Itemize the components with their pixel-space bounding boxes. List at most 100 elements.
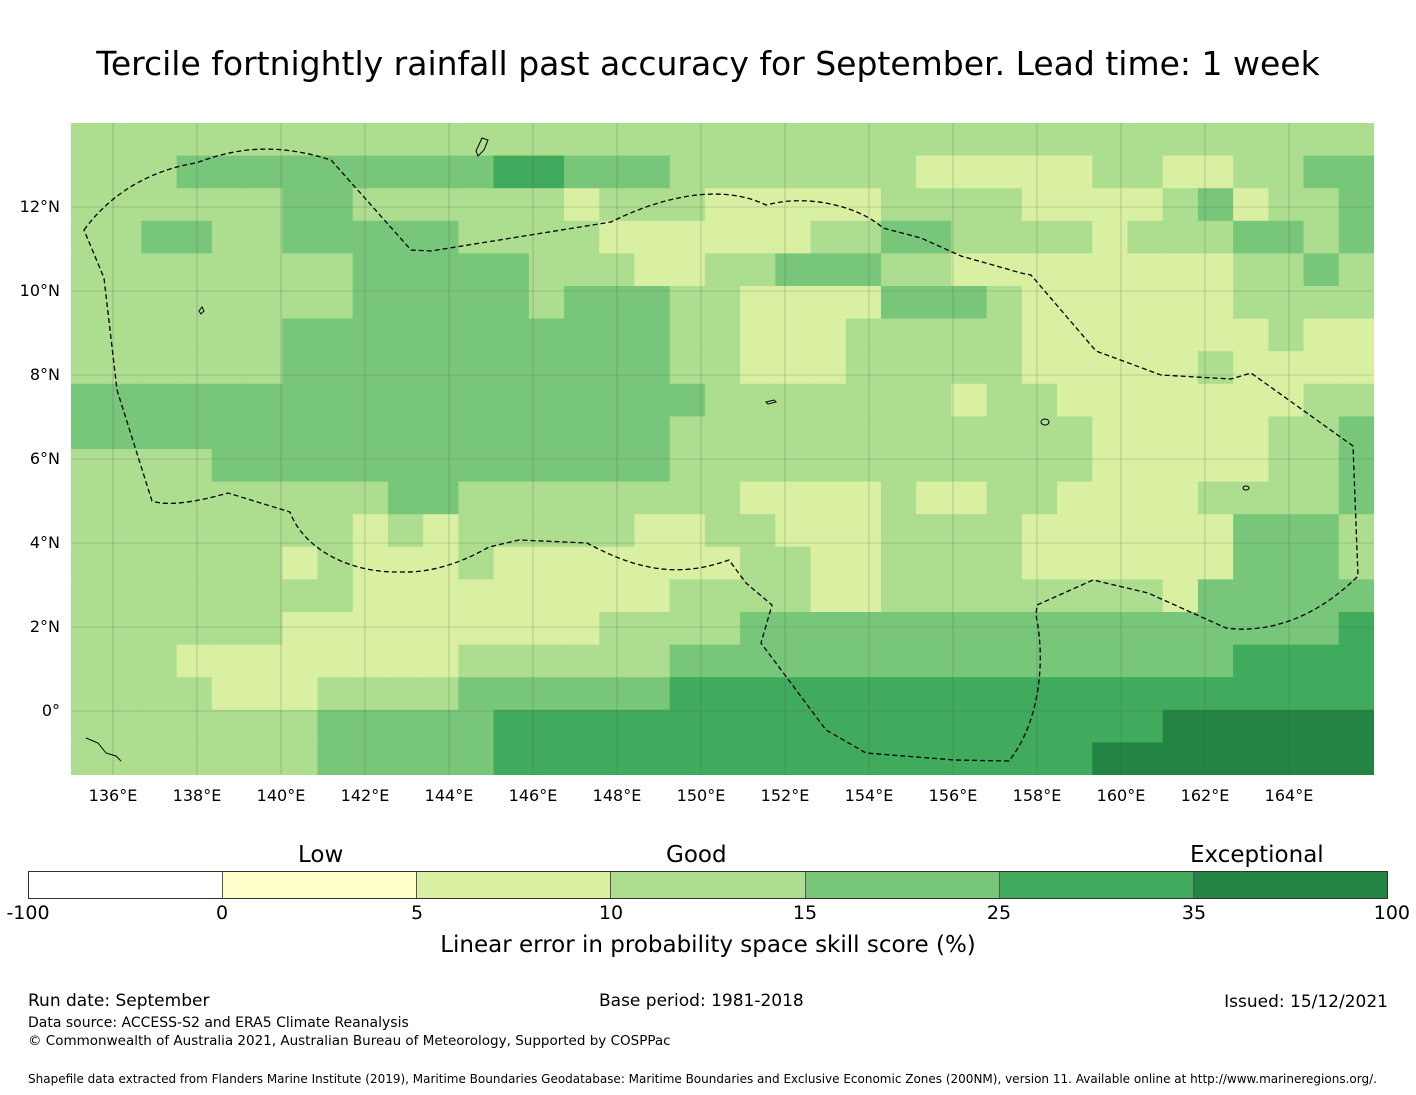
skill-cell	[176, 546, 213, 580]
skill-cell	[845, 677, 882, 711]
skill-cell	[880, 416, 917, 450]
skill-cell	[1021, 123, 1058, 157]
skill-cell	[1197, 220, 1234, 254]
skill-cell	[282, 677, 319, 711]
skill-cell	[1092, 383, 1129, 417]
skill-cell	[106, 481, 143, 515]
skill-cell	[951, 351, 988, 385]
skill-cell	[528, 677, 565, 711]
skill-cell	[423, 318, 459, 352]
skill-cell	[317, 220, 354, 254]
skill-cell	[387, 481, 424, 515]
skill-cell	[1021, 677, 1058, 711]
skill-cell	[493, 449, 530, 483]
skill-cell	[564, 123, 600, 157]
skill-cell	[951, 383, 988, 417]
skill-cell	[1162, 612, 1199, 646]
skill-cell	[740, 481, 776, 515]
skill-cell	[387, 644, 424, 678]
skill-cell	[71, 514, 107, 548]
skill-cell	[1233, 383, 1269, 417]
skill-cell	[916, 318, 953, 352]
skill-cell	[493, 709, 530, 743]
skill-cell	[106, 546, 143, 580]
skill-cell	[493, 644, 530, 678]
skill-cell	[740, 546, 776, 580]
skill-cell	[1092, 481, 1129, 515]
skill-cell	[423, 416, 459, 450]
skill-cell	[634, 351, 671, 385]
skill-cell	[71, 612, 107, 646]
skill-cell	[247, 416, 283, 450]
skill-cell	[1092, 416, 1129, 450]
skill-cell	[810, 416, 847, 450]
skill-score-map[interactable]	[71, 123, 1374, 775]
colorbar-tick: 25	[986, 902, 1012, 924]
category-exceptional: Exceptional	[1190, 842, 1324, 868]
skill-cell	[1057, 644, 1093, 678]
skill-cell	[247, 220, 283, 254]
skill-cell	[1092, 449, 1129, 483]
skill-cell	[282, 383, 319, 417]
skill-cell	[986, 416, 1023, 450]
skill-cell	[317, 351, 354, 385]
skill-cell	[916, 416, 953, 450]
skill-cell	[387, 449, 424, 483]
skill-cell	[1233, 481, 1269, 515]
skill-cell	[1057, 742, 1093, 775]
skill-cell	[493, 155, 530, 189]
skill-cell	[71, 155, 107, 189]
skill-cell	[810, 155, 847, 189]
skill-cell	[1092, 286, 1129, 320]
skill-cell	[1127, 318, 1164, 352]
skill-cell	[282, 188, 319, 222]
skill-cell	[1233, 416, 1269, 450]
skill-cell	[1197, 449, 1234, 483]
skill-cell	[528, 416, 565, 450]
skill-cell	[1057, 318, 1093, 352]
skill-cell	[986, 286, 1023, 320]
issued-date: Issued: 15/12/2021	[1224, 992, 1388, 1012]
skill-cell	[564, 286, 600, 320]
skill-cell	[1162, 546, 1199, 580]
skill-cell	[1268, 416, 1305, 450]
skill-cell	[1338, 709, 1374, 743]
skill-cell	[458, 155, 495, 189]
skill-cell	[247, 383, 283, 417]
skill-cell	[1233, 709, 1269, 743]
colorbar-tick: 15	[792, 902, 818, 924]
skill-cell	[458, 318, 495, 352]
skill-cell	[740, 351, 776, 385]
skill-cell	[282, 123, 319, 157]
skill-cell	[247, 449, 283, 483]
skill-cell	[916, 155, 953, 189]
skill-cell	[423, 514, 459, 548]
skill-cell	[634, 188, 671, 222]
skill-cell	[1303, 742, 1340, 775]
skill-cell	[810, 481, 847, 515]
category-good: Good	[666, 842, 727, 868]
skill-cell	[740, 188, 776, 222]
skill-cell	[951, 220, 988, 254]
colorbar-tick: 5	[410, 902, 424, 924]
skill-cell	[247, 286, 283, 320]
skill-cell	[916, 612, 953, 646]
skill-cell	[176, 644, 213, 678]
skill-cell	[564, 481, 600, 515]
skill-cell	[211, 155, 248, 189]
skill-cell	[916, 188, 953, 222]
skill-cell	[916, 709, 953, 743]
skill-cell	[211, 123, 248, 157]
skill-cell	[211, 416, 248, 450]
skill-cell	[669, 546, 706, 580]
skill-cell	[247, 514, 283, 548]
skill-cell	[1197, 644, 1234, 678]
lat-label-0: 0°	[41, 701, 60, 720]
skill-cell	[1303, 514, 1340, 548]
skill-cell	[1021, 709, 1058, 743]
skill-cell	[986, 644, 1023, 678]
skill-cell	[810, 612, 847, 646]
skill-cell	[599, 579, 636, 613]
skill-cell	[810, 253, 847, 287]
skill-cell	[986, 351, 1023, 385]
